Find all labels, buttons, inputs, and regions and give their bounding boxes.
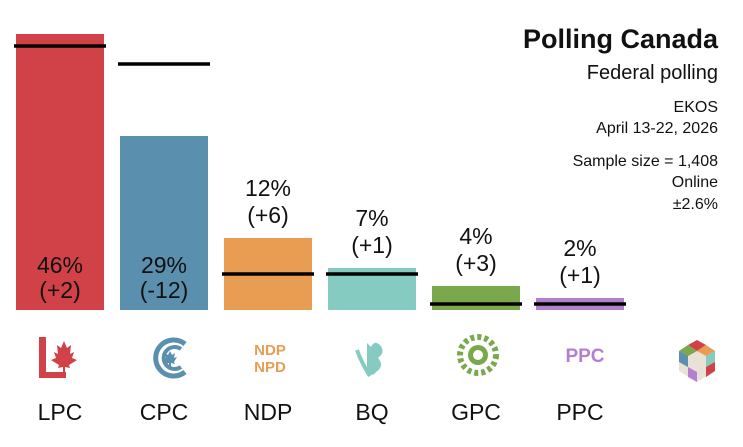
lpc-logo-icon bbox=[39, 337, 77, 378]
category-label-cpc: CPC bbox=[140, 399, 189, 425]
ppc-logo-icon: PPC bbox=[565, 346, 604, 367]
pollster-name: EKOS bbox=[673, 99, 718, 116]
change-label-lpc: (+2) bbox=[39, 277, 81, 303]
category-labels-layer: LPC CPC NDP BQ GPC PPC bbox=[38, 399, 604, 425]
change-label-bq: (+1) bbox=[351, 232, 393, 258]
bq-logo-icon bbox=[355, 342, 383, 378]
svg-text:NPD: NPD bbox=[254, 359, 286, 376]
change-label-cpc: (-12) bbox=[140, 277, 189, 303]
bar-lpc bbox=[16, 34, 104, 310]
sample-size: Sample size = 1,408 bbox=[572, 153, 718, 170]
svg-text:PPC: PPC bbox=[565, 346, 604, 367]
margin-of-error: ±2.6% bbox=[672, 196, 718, 213]
ndp-logo-icon: NDP NPD bbox=[254, 342, 286, 376]
category-label-ndp: NDP bbox=[244, 399, 293, 425]
change-label-gpc: (+3) bbox=[455, 250, 497, 276]
value-label-ndp: 12% bbox=[245, 175, 291, 201]
value-label-cpc: 29% bbox=[141, 252, 187, 278]
chart-subtitle: Federal polling bbox=[586, 62, 718, 84]
category-label-ppc: PPC bbox=[556, 399, 603, 425]
bar-cpc bbox=[120, 136, 208, 310]
svg-text:NDP: NDP bbox=[254, 342, 286, 359]
cpc-logo-icon bbox=[153, 337, 187, 379]
bars-layer bbox=[16, 34, 624, 310]
chart-title: Polling Canada bbox=[522, 24, 718, 54]
value-labels-layer: 46%(+2)29%(-12)12%(+6) 7%(+1) 4%(+3)2%(+1) bbox=[37, 175, 601, 303]
change-label-ppc: (+1) bbox=[559, 262, 601, 288]
category-label-lpc: LPC bbox=[38, 399, 83, 425]
survey-method: Online bbox=[671, 174, 718, 191]
category-label-bq: BQ bbox=[355, 399, 388, 425]
value-label-gpc: 4% bbox=[459, 223, 492, 249]
previous-lines-layer bbox=[14, 44, 626, 306]
polling-canada-logo-icon bbox=[679, 340, 715, 382]
change-label-ndp: (+6) bbox=[247, 202, 289, 228]
category-label-gpc: GPC bbox=[451, 399, 501, 425]
value-label-ppc: 2% bbox=[563, 235, 596, 261]
field-dates: April 13-22, 2026 bbox=[596, 120, 718, 137]
bar-gpc bbox=[432, 286, 520, 310]
gpc-logo-icon bbox=[457, 334, 499, 376]
value-label-lpc: 46% bbox=[37, 252, 83, 278]
value-label-bq: 7% bbox=[355, 205, 388, 231]
